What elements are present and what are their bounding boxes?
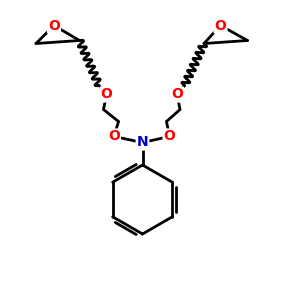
Text: O: O [48,19,60,32]
Text: O: O [214,19,226,32]
Text: O: O [100,88,112,101]
Text: O: O [164,130,175,143]
Text: N: N [137,136,148,149]
Text: O: O [108,130,120,143]
Text: O: O [171,88,183,101]
